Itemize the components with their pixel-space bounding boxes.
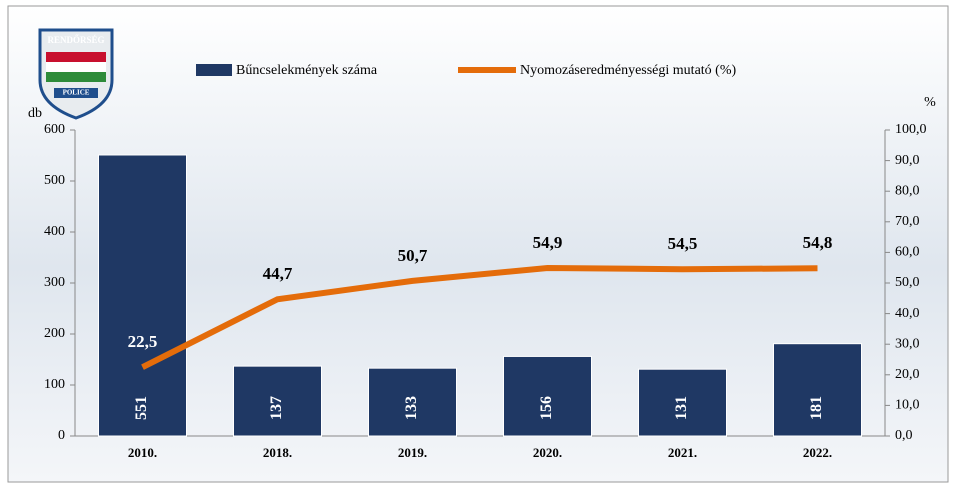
y2-tick-label: 40,0	[895, 306, 920, 321]
x-tick-label: 2018.	[263, 445, 292, 460]
line-value-label: 54,9	[533, 233, 563, 252]
line-value-label: 44,7	[263, 264, 293, 283]
y2-tick-label: 70,0	[895, 214, 920, 229]
y2-tick-label: 100,0	[895, 122, 927, 137]
logo-stripe	[46, 72, 106, 82]
bar-value-label: 156	[538, 396, 555, 420]
y2-tick-label: 50,0	[895, 275, 920, 290]
y2-tick-label: 80,0	[895, 183, 920, 198]
bar-value-label: 133	[403, 396, 420, 420]
logo-text: RENDŐRSÉG	[47, 35, 104, 45]
y2-tick-label: 30,0	[895, 336, 920, 351]
bar	[368, 367, 457, 437]
line-value-label: 50,7	[398, 246, 428, 265]
y-tick-label: 0	[58, 428, 65, 443]
bar	[638, 368, 727, 437]
legend-label: Nyomozáseredményességi mutató (%)	[520, 63, 736, 78]
bar	[503, 355, 592, 437]
y-tick-label: 300	[44, 275, 65, 290]
y-tick-label: 100	[44, 377, 65, 392]
legend-label: Bűncselekmények száma	[236, 63, 378, 78]
x-tick-label: 2021.	[668, 445, 697, 460]
logo-text: POLICE	[63, 89, 90, 97]
logo-stripe	[46, 62, 106, 72]
logo-band	[54, 88, 98, 98]
bar-value-label: 551	[133, 396, 150, 420]
bar-value-label: 181	[808, 396, 825, 420]
y2-tick-label: 60,0	[895, 245, 920, 260]
logo: RENDŐRSÉG POLICE	[38, 28, 114, 120]
bar-value-label: 137	[268, 396, 285, 420]
line-value-label: 54,5	[668, 234, 698, 253]
y2-tick-label: 0,0	[895, 428, 913, 443]
x-tick-label: 2019.	[398, 445, 427, 460]
bar	[233, 365, 322, 437]
y2-axis-label: %	[924, 95, 936, 110]
bar-value-label: 131	[673, 396, 690, 420]
legend-swatch	[196, 64, 232, 76]
bar	[98, 154, 187, 437]
y-tick-label: 200	[44, 326, 65, 341]
y-tick-label: 600	[44, 122, 65, 137]
bar	[773, 343, 862, 437]
logo-stripe	[46, 52, 106, 62]
line	[141, 265, 818, 370]
x-tick-label: 2022.	[803, 445, 832, 460]
y-axis-label: db	[28, 106, 42, 121]
y2-tick-label: 20,0	[895, 367, 920, 382]
line-value-label: 22,5	[128, 332, 158, 351]
line-value-label: 54,8	[803, 233, 833, 252]
y-tick-label: 400	[44, 224, 65, 239]
y-tick-label: 500	[44, 173, 65, 188]
x-tick-label: 2010.	[128, 445, 157, 460]
x-tick-label: 2020.	[533, 445, 562, 460]
y2-tick-label: 90,0	[895, 153, 920, 168]
y2-tick-label: 10,0	[895, 398, 920, 413]
